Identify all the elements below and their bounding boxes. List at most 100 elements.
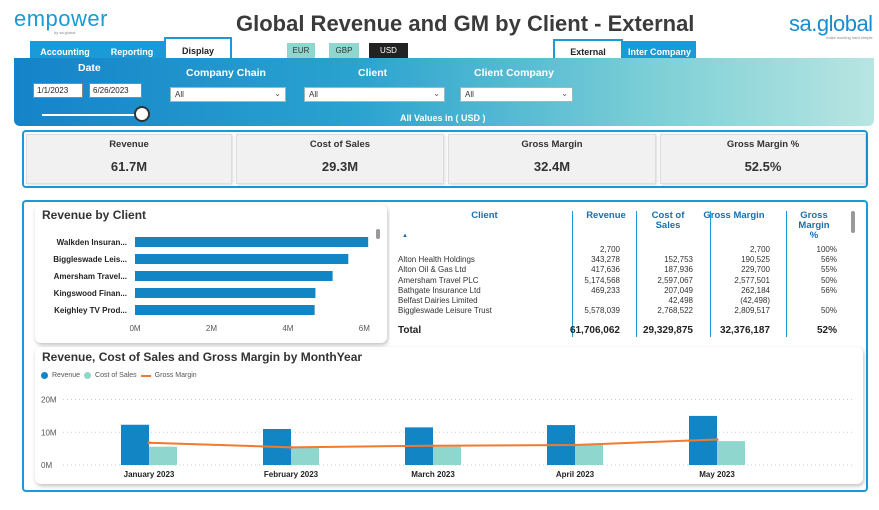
cost-of-sales-bar[interactable]: [575, 445, 603, 465]
table-header-gross-margin[interactable]: Gross Margin: [703, 210, 765, 221]
table-cell-client: Alton Health Holdings: [398, 255, 475, 265]
y-tick-label: 0M: [41, 461, 52, 470]
table-cell-revenue: 5,174,568: [584, 275, 620, 285]
table-cell-gm_pct: 50%: [820, 306, 837, 316]
monthly-chart-title: Revenue, Cost of Sales and Gross Margin …: [42, 350, 363, 364]
tab-reporting[interactable]: Reporting: [100, 41, 164, 62]
gross-margin-point[interactable]: [289, 445, 293, 449]
table-cell-cost: 2,768,522: [657, 306, 693, 316]
table-total-client: Total: [398, 325, 422, 336]
client-table: Client Revenue Cost of Sales Gross Margi…: [390, 205, 863, 343]
date-slider-handle[interactable]: [134, 106, 150, 122]
kpi-label: Gross Margin: [521, 139, 583, 150]
revenue-by-client-chart: Walkden Insuran... Biggleswade Leis... Ame…: [53, 237, 370, 333]
column-divider: [786, 211, 787, 337]
legend-revenue-label: Revenue: [52, 372, 81, 379]
client-revenue-bar[interactable]: [135, 305, 315, 315]
client-company-label: Client Company: [474, 67, 554, 79]
table-cell-gm: 2,809,517: [734, 306, 770, 316]
client-select[interactable]: All ⌄: [304, 87, 445, 102]
legend-revenue-swatch: [41, 372, 48, 379]
table-header-revenue[interactable]: Revenue: [586, 210, 626, 221]
table-cell-gm_pct: 56%: [820, 255, 837, 265]
table-cell-gm: 229,700: [741, 265, 770, 275]
table-scrollbar[interactable]: [851, 211, 855, 233]
table-header-gross-margin-pct[interactable]: Gross Margin %: [798, 210, 830, 241]
monthly-combo-chart: 0M 10M 20M January 2023 February 2023 March 2…: [41, 396, 853, 479]
table-total-gm: 32,376,187: [719, 325, 770, 336]
x-tick-label: 2M: [206, 324, 217, 333]
table-cell-revenue: 417,636: [591, 265, 620, 275]
tab-external[interactable]: External: [553, 39, 623, 62]
chevron-down-icon: ⌄: [433, 89, 440, 98]
bar-category-label: Kingswood Finan...: [54, 289, 127, 298]
empower-logo: empower by sa.global: [14, 6, 108, 35]
kpi-value: 61.7M: [110, 159, 148, 174]
cost-of-sales-bar[interactable]: [291, 446, 319, 465]
x-tick-label: 6M: [359, 324, 370, 333]
revenue-bar[interactable]: [121, 424, 149, 465]
date-range-slider[interactable]: [42, 114, 142, 116]
currency-eur-button[interactable]: EUR: [287, 43, 315, 58]
table-cell-client: Belfast Dairies Limited: [398, 296, 478, 305]
table-cell-client: Bathgate Insurance Ltd: [398, 285, 481, 295]
tab-display[interactable]: Display: [164, 37, 232, 62]
client-company-select[interactable]: All ⌄: [460, 87, 573, 102]
date-start-input[interactable]: 1/1/2023: [33, 83, 83, 98]
kpi-band: Revenue 61.7M Cost of Sales 29.3M Gross …: [22, 130, 868, 188]
currency-usd-button[interactable]: USD: [369, 43, 408, 58]
gross-margin-point[interactable]: [715, 437, 719, 441]
empower-logo-tagline: by sa.global: [54, 30, 76, 35]
kpi-card-revenue: Revenue 61.7M: [26, 134, 232, 184]
table-cell-revenue: 5,578,039: [584, 306, 620, 316]
table-cell-client: Alton Oil & Gas Ltd: [398, 265, 467, 275]
x-category-label: March 2023: [411, 470, 455, 479]
x-category-label: February 2023: [264, 470, 319, 479]
cost-of-sales-bar[interactable]: [149, 446, 177, 465]
values-currency-note: All Values in ( USD ): [400, 113, 486, 123]
column-divider: [636, 211, 637, 337]
page-title: Global Revenue and GM by Client - Extern…: [236, 11, 695, 36]
sort-ascending-icon[interactable]: ▲: [402, 233, 408, 239]
table-header-cost-of-sales[interactable]: Cost of Sales: [651, 210, 685, 231]
bar-category-label: Biggleswade Leis...: [53, 255, 127, 264]
tab-inter-company[interactable]: Inter Company: [623, 41, 696, 62]
gross-margin-point[interactable]: [431, 444, 435, 448]
table-cell-gm: (42,498): [740, 296, 770, 305]
x-tick-label: 0M: [129, 324, 140, 333]
currency-gbp-button[interactable]: GBP: [329, 43, 359, 58]
cost-of-sales-bar[interactable]: [717, 441, 745, 465]
gross-margin-point[interactable]: [573, 443, 577, 447]
date-end-input[interactable]: 6/26/2023: [89, 83, 142, 98]
table-cell-cost: 207,049: [664, 285, 693, 295]
table-cell-gm_pct: 55%: [820, 265, 837, 275]
filter-band: Date 1/1/2023 6/26/2023 Company Chain Al…: [14, 58, 874, 126]
table-cell-cost: 2,597,067: [657, 275, 693, 285]
tab-accounting[interactable]: Accounting: [30, 41, 100, 62]
column-divider: [572, 211, 573, 337]
y-tick-label: 20M: [41, 396, 57, 405]
client-filter-value: All: [309, 90, 318, 99]
client-revenue-bar[interactable]: [135, 254, 349, 264]
client-revenue-bar[interactable]: [135, 288, 316, 298]
chevron-down-icon: ⌄: [561, 89, 568, 98]
company-chain-label: Company Chain: [186, 67, 266, 79]
table-cell-gm_pct: 56%: [820, 285, 837, 295]
gross-margin-point[interactable]: [147, 441, 151, 445]
cost-of-sales-bar[interactable]: [433, 446, 461, 465]
company-chain-select[interactable]: All ⌄: [170, 87, 286, 102]
table-total-cost: 29,329,875: [642, 325, 693, 336]
table-header-client[interactable]: Client: [471, 210, 498, 221]
monthly-combo-panel: Revenue, Cost of Sales and Gross Margin …: [35, 347, 863, 484]
table-total-gm_pct: 52%: [816, 325, 837, 336]
chart-scrollbar[interactable]: [376, 229, 380, 239]
revenue-by-client-panel: Revenue by Client Walkden Insuran... Bigg…: [35, 205, 387, 343]
x-tick-label: 4M: [282, 324, 293, 333]
legend-cost-label: Cost of Sales: [95, 372, 137, 379]
kpi-card-cost-of-sales: Cost of Sales 29.3M: [236, 134, 444, 184]
client-revenue-bar[interactable]: [135, 237, 369, 247]
table-cell-revenue: 2,700: [599, 245, 620, 254]
client-revenue-bar[interactable]: [135, 271, 333, 281]
table-cell-gm: 2,577,501: [734, 275, 770, 285]
client-company-value: All: [465, 90, 474, 99]
